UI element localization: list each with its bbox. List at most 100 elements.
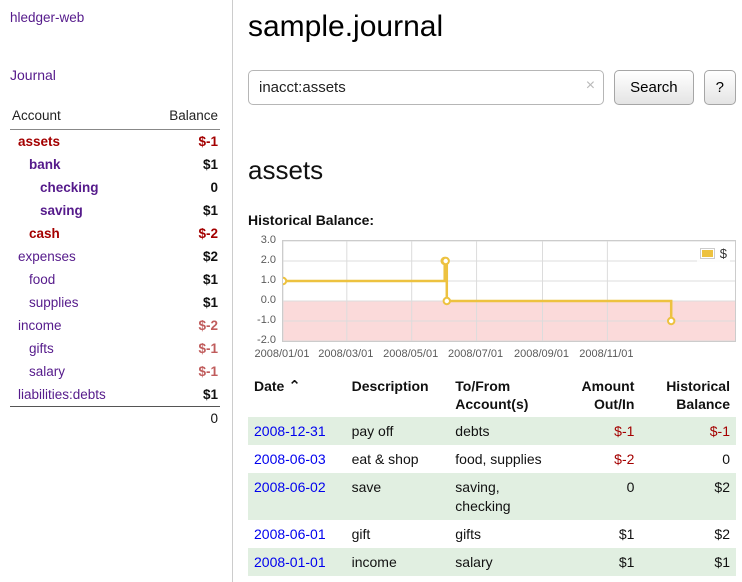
account-row: salary $-1 [10,360,220,383]
account-balance: $1 [202,203,218,218]
account-link[interactable]: liabilities:debts [18,387,106,402]
transaction-description: pay off [351,423,394,439]
account-row: income $-2 [10,314,220,337]
transaction-date-link[interactable]: 2008-06-03 [254,451,326,468]
account-link[interactable]: assets [18,134,61,149]
account-row: liabilities:debts $1 [10,383,220,406]
transaction-description: gift [351,525,371,542]
x-tick-label: 2008/03/01 [318,348,374,360]
transaction-balance: $1 [714,553,730,570]
y-tick-label: 0.0 [260,294,276,306]
column-header-accounts: To/From Account(s) [455,378,529,412]
transaction-description: eat & shop [351,451,419,468]
y-tick-label: 1.0 [260,274,276,286]
legend-swatch [699,248,715,259]
column-header-date[interactable]: Date ⌃ [248,374,346,417]
transaction-accounts: debts [455,423,490,439]
transaction-description: save [351,479,382,496]
column-header-amount: Amount Out/In [581,378,635,412]
account-row: checking 0 [10,176,220,199]
x-tick-label: 2008/05/01 [383,348,439,360]
x-tick-label: 2008/09/01 [513,348,570,360]
account-row: expenses $2 [10,245,220,268]
column-header-description: Description [351,378,429,394]
account-link[interactable]: expenses [18,249,76,264]
register-header-row: Date ⌃ Description To/From Account(s) Am… [248,374,736,417]
account-balance: $-1 [198,134,218,149]
accounts-total-row: 0 [10,406,220,430]
chart-legend: $ [696,245,730,262]
journal-nav-link[interactable]: Journal [10,67,56,83]
transaction-balance: $2 [714,479,730,496]
accounts-panel: Account Balance assets $-1 bank $1 check… [10,105,220,430]
account-row: assets $-1 [10,130,220,153]
search-button[interactable]: Search [614,70,694,105]
transaction-row[interactable]: 2008-06-01 gift gifts $1 $2 [248,520,736,548]
account-row: cash $-2 [10,222,220,245]
account-heading: assets [248,155,324,185]
transaction-amount: $1 [618,553,635,570]
transaction-accounts: food, supplies [455,451,542,468]
help-button[interactable]: ? [703,70,736,105]
accounts-header: Account Balance [10,105,220,130]
accounts-total-value: 0 [210,411,218,426]
transaction-balance: $-1 [709,423,730,439]
transaction-row[interactable]: 2008-06-03 eat & shop food, supplies $-2… [248,445,736,473]
page-title: sample.journal [248,10,444,43]
account-balance: $-2 [198,318,218,333]
account-balance: $-1 [198,341,218,356]
transaction-row[interactable]: 2008-01-01 income salary $1 $1 [248,547,736,577]
account-balance: $2 [202,249,218,264]
search-input[interactable] [248,70,605,105]
transaction-accounts: gifts [455,525,481,542]
transaction-amount: $-2 [614,451,635,468]
main-content: sample.journal × Search ? assets Histori… [234,0,742,582]
chart-title: Historical Balance: [248,212,375,228]
transaction-row[interactable]: 2008-06-02 save saving, checking 0 $2 [248,473,736,520]
search-box: × [248,70,605,105]
chart-plot: $ [282,240,736,342]
y-tick-label: -2.0 [257,334,276,346]
transaction-balance: 0 [722,451,730,468]
account-link[interactable]: income [18,318,62,333]
transaction-date-link[interactable]: 2008-06-02 [254,479,326,496]
x-tick-label: 2008/11/01 [579,348,634,360]
account-link[interactable]: saving [40,203,83,218]
account-balance: 0 [210,180,218,195]
account-balance: $1 [202,387,218,402]
column-header-balance: Historical Balance [666,378,730,412]
sort-ascending-icon: ⌃ [288,378,301,395]
transaction-date-link[interactable]: 2008-12-31 [254,423,326,439]
date-header-label: Date [254,378,285,394]
account-balance: $1 [202,272,218,287]
accounts-header-balance: Balance [169,108,218,123]
account-balance: $1 [202,157,218,172]
account-balance: $-2 [198,226,218,241]
x-tick-label: 2008/07/01 [448,348,504,360]
chart-y-labels: 3.0 2.0 1.0 0.0 -1.0 -2.0 [248,234,276,346]
account-link[interactable]: cash [29,226,60,241]
x-tick-label: 2008/01/01 [254,348,310,360]
account-link[interactable]: supplies [29,295,79,310]
brand-link[interactable]: hledger-web [10,10,85,25]
account-link[interactable]: food [29,272,56,287]
account-row: bank $1 [10,153,220,176]
account-link[interactable]: salary [29,364,66,379]
register-table: Date ⌃ Description To/From Account(s) Am… [248,374,736,577]
account-balance: $-1 [198,364,218,379]
transaction-accounts: saving, checking [455,479,511,514]
account-row: food $1 [10,268,220,291]
transaction-date-link[interactable]: 2008-01-01 [254,553,326,570]
transaction-row[interactable]: 2008-12-31 pay off debts $-1 $-1 [248,417,736,446]
account-row: gifts $-1 [10,337,220,360]
transaction-accounts: salary [455,553,493,570]
chart-canvas [283,241,735,341]
y-tick-label: 3.0 [260,234,276,246]
account-link[interactable]: gifts [29,341,54,356]
clear-search-icon[interactable]: × [585,77,596,94]
search-bar: × Search ? [248,70,736,105]
account-link[interactable]: bank [29,157,61,172]
transaction-date-link[interactable]: 2008-06-01 [254,525,326,542]
transaction-amount: 0 [626,479,635,496]
account-link[interactable]: checking [40,180,99,195]
